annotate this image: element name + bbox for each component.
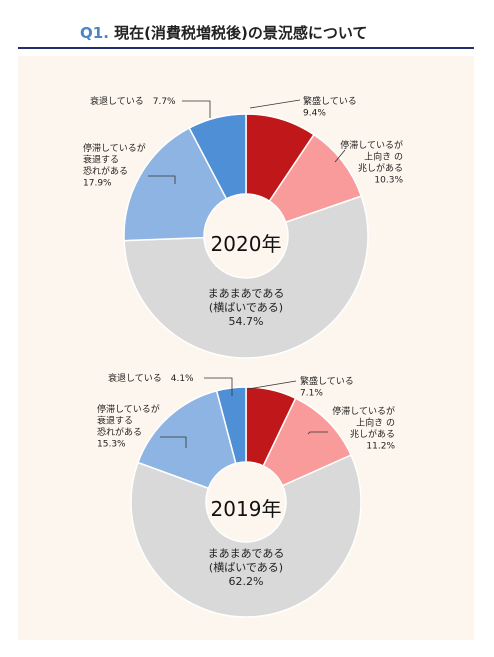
chart1-slice-3-label-line-2: (横ばいである)	[209, 300, 283, 314]
chart1-leader-2	[334, 149, 346, 163]
chart2-slice-2-label-line-2: 上向き の	[356, 417, 395, 429]
question-number: Q1.	[80, 24, 109, 42]
chart1-slice-4	[123, 126, 228, 242]
chart2-slice-4-label-line-3: 恐れがある	[97, 426, 142, 438]
chart1-center-title: 2020年	[211, 232, 282, 256]
chart1-slice-5-label-line-1: 衰退している 7.7%	[90, 95, 176, 107]
chart2-slice-3-label-line-1: まあまあである	[208, 547, 285, 560]
chart2-slice-2-label-line-3: 兆しがある	[350, 428, 395, 440]
chart1-slice-4-label-line-4: 17.9%	[83, 179, 112, 189]
chart2-slice-4-label-line-1: 停滞しているが	[97, 403, 160, 415]
chart2-slice-1-label-line-2: 7.1%	[300, 389, 323, 399]
chart1-slice-1-label-line-1: 繁盛している	[303, 95, 357, 107]
chart2-slice-3	[130, 454, 362, 618]
chart2-slice-1-label-line-1: 繁盛している	[300, 375, 354, 387]
chart1-slice-1-label-line-2: 9.4%	[303, 109, 326, 119]
chart1-slice-2-label-line-2: 上向き の	[364, 151, 403, 163]
chart2-slice-5-label-line-1: 衰退している 4.1%	[108, 372, 194, 384]
chart1-slice-4-label-line-2: 衰退する	[83, 154, 119, 166]
chart1-slice-2-label-line-1: 停滞しているが	[340, 139, 403, 151]
page-title: Q1. 現在(消費税増税後)の景況感について	[80, 22, 367, 43]
chart2-slice-3-label-line-2: (横ばいである)	[209, 560, 283, 574]
chart1-slice-2-label-line-3: 兆しがある	[358, 162, 403, 174]
chart2-slice-4	[137, 389, 237, 490]
chart1-leader-1	[249, 99, 301, 109]
chart1-slice-4-label-line-1: 停滞しているが	[83, 142, 146, 154]
chart2-slice-2-label-line-4: 11.2%	[366, 442, 395, 452]
title-underline	[18, 47, 474, 49]
chart1-slice-2-label-line-4: 10.3%	[374, 176, 403, 186]
chart1-slice-4-label-line-3: 恐れがある	[83, 165, 128, 177]
chart1-leader-5	[182, 100, 211, 118]
chart1-slice-3-label-line-3: 54.7%	[229, 315, 264, 328]
chart2-leader-2	[307, 431, 328, 435]
chart2-slice-3-label-line-3: 62.2%	[229, 575, 264, 588]
chart1-slice-3-label-line-1: まあまあである	[208, 287, 285, 300]
chart2-leader-5	[204, 377, 233, 396]
chart2-leader-4	[160, 436, 187, 448]
chart2-slice-4-label-line-2: 衰退する	[97, 415, 133, 427]
chart1-slice-3	[123, 195, 369, 359]
chart2-leader-1	[247, 380, 297, 390]
chart1-leader-4	[148, 175, 176, 184]
chart1-slice-5	[188, 113, 247, 200]
question-title: 現在(消費税増税後)の景況感について	[114, 24, 368, 42]
chart2-slice-2-label-line-1: 停滞しているが	[332, 405, 395, 417]
chart2-center-title: 2019年	[211, 497, 282, 521]
chart2-slice-4-label-line-4: 15.3%	[97, 440, 126, 450]
title-bar: Q1. 現在(消費税増税後)の景況感について	[18, 20, 474, 49]
chart2-slice-5	[215, 386, 247, 465]
